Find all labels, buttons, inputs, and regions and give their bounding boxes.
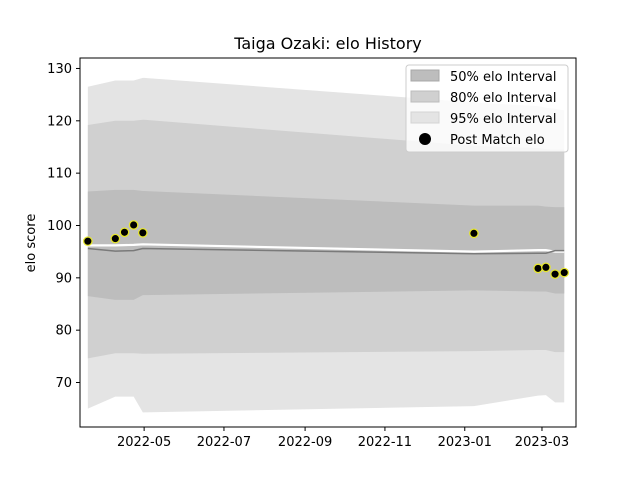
y-tick-label: 80: [55, 324, 72, 339]
x-tick-label: 2022-09: [278, 435, 332, 450]
x-tick-label: 2023-01: [438, 435, 492, 450]
legend-marker-post-match: [419, 133, 431, 145]
x-tick-label: 2023-03: [515, 435, 569, 450]
data-point: [559, 267, 570, 278]
y-tick-label: 70: [55, 376, 72, 391]
data-point: [119, 227, 130, 238]
plot-area: [83, 77, 570, 413]
legend-swatch-0: [410, 69, 440, 82]
x-axis: 2022-05 2022-07 2022-09 2022-11 2023-01 2023-…: [117, 427, 569, 450]
x-tick-label: 2022-07: [197, 435, 251, 450]
estimate-lines: [87, 243, 565, 255]
y-tick-label: 90: [55, 271, 72, 286]
chart-title: Taiga Ozaki: elo History: [233, 34, 422, 53]
legend-label-3: Post Match elo: [450, 133, 545, 148]
legend-swatch-2: [410, 111, 440, 124]
legend-frame: [405, 64, 569, 153]
y-tick-label: 120: [47, 114, 72, 129]
data-point: [541, 262, 551, 273]
interval-bands: [87, 77, 565, 413]
legend: 50% elo Interval 80% elo Interval 95% elo …: [405, 64, 569, 153]
legend-label-0: 50% elo Interval: [450, 70, 557, 85]
y-tick-label: 100: [47, 219, 72, 234]
estimate-line-1: [87, 247, 565, 255]
interval-band-2: [87, 189, 565, 300]
y-axis: 70 80 90 100 110 120 130: [47, 62, 80, 391]
legend-label-2: 95% elo Interval: [450, 112, 557, 127]
data-point: [533, 263, 543, 274]
data-point: [469, 228, 479, 239]
x-tick-label: 2022-11: [358, 435, 412, 450]
data-point: [137, 227, 148, 238]
data-point: [128, 220, 139, 230]
plot-frame: [79, 57, 577, 428]
data-point: [83, 236, 93, 247]
legend-label-1: 80% elo Interval: [450, 91, 557, 106]
y-tick-label: 110: [47, 167, 72, 182]
data-point: [110, 233, 121, 244]
y-tick-label: 130: [47, 62, 72, 77]
data-point: [550, 269, 560, 280]
x-tick-label: 2022-05: [117, 435, 171, 450]
legend-swatch-1: [410, 90, 440, 103]
y-axis-label: elo score: [24, 214, 39, 273]
post-match-points: [83, 220, 570, 280]
